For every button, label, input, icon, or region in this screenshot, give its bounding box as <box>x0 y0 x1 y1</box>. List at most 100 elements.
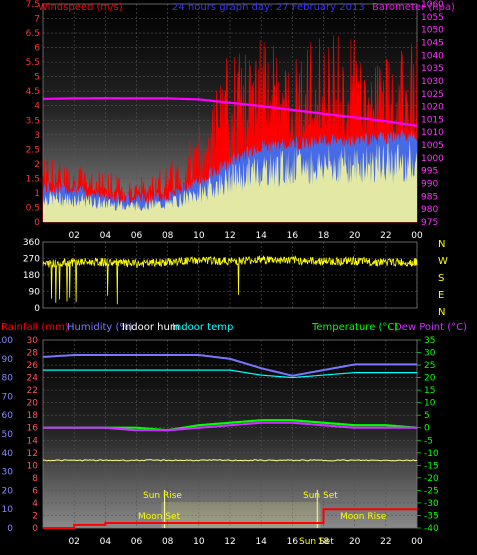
humidity-ytick: 20 <box>2 486 14 496</box>
moon-set-label: Moon Set <box>138 512 181 522</box>
wind-xtick: 20 <box>349 231 361 241</box>
wind-xtick: 22 <box>380 231 391 241</box>
indoor-hum-series <box>43 459 418 462</box>
wind-ytick-right: 1050 <box>421 26 444 36</box>
indoor-temp-series <box>43 369 417 379</box>
wind-ytick-right: 1035 <box>421 64 444 74</box>
wind-xtick: 02 <box>68 231 79 241</box>
winddir-series <box>42 255 418 305</box>
wind-ytick-right: 995 <box>421 167 438 177</box>
rain-ytick: 14 <box>27 436 39 446</box>
temperature-ytick: 30 <box>424 349 436 359</box>
temp-xtick: 14 <box>255 537 267 547</box>
wind-xtick: 14 <box>255 231 267 241</box>
temp-xtick: 22 <box>380 537 391 547</box>
dewpoint-axis-title: Dew Point (°C) <box>394 322 467 333</box>
rain-ytick: 8 <box>32 474 38 484</box>
rainfall-axis-title: Rainfall (mm) <box>1 322 69 333</box>
humidity-ytick: 90 <box>2 355 14 365</box>
wind-ytick-right: 1045 <box>421 38 444 48</box>
wind-ytick-left: 6 <box>34 44 40 54</box>
rain-ytick: 12 <box>27 449 38 459</box>
humidity-ytick: 70 <box>2 392 14 402</box>
wind-ytick-right: 975 <box>421 218 438 228</box>
humidity-ytick: 100 <box>0 336 13 346</box>
rain-ytick: 26 <box>27 361 39 371</box>
humidity-ytick: 80 <box>2 374 14 384</box>
wind-ytick-left: 1.5 <box>26 174 40 184</box>
wind-ytick-right: 990 <box>421 180 438 190</box>
temp-xtick: 04 <box>100 537 112 547</box>
windgust-series <box>43 140 417 222</box>
temperature-ytick: -15 <box>424 461 439 471</box>
temperature-ytick: 0 <box>424 424 430 434</box>
rain-ytick: 24 <box>27 374 39 384</box>
rain-ytick: 10 <box>27 461 39 471</box>
temperature-ytick: -5 <box>424 436 433 446</box>
temp-frame <box>42 339 418 529</box>
humidity-ytick: 40 <box>2 449 14 459</box>
grid-lines <box>42 3 421 529</box>
chart-title: 24 hours graph day: 27 February 2013 <box>172 2 365 13</box>
wind-ytick-right: 1055 <box>421 13 444 23</box>
temperature-ytick: 20 <box>424 374 436 384</box>
wind-ytick-left: 1 <box>34 189 40 199</box>
wind-ytick-left: 2.5 <box>26 145 40 155</box>
temperature-ytick: -35 <box>424 511 439 521</box>
temperature-ytick: 10 <box>424 399 436 409</box>
rain-ytick: 28 <box>27 349 39 359</box>
temperature-ytick: 15 <box>424 386 435 396</box>
wind-ytick-right: 1010 <box>421 128 444 138</box>
wind-ytick-left: 5 <box>34 73 40 83</box>
temperature-axis-title: Temperature (°C) <box>311 322 398 333</box>
wind-xtick: 04 <box>100 231 112 241</box>
wind-ytick-right: 1020 <box>421 103 444 113</box>
moon-rise-label: Moon Rise <box>340 512 387 522</box>
wind-ytick-left: 5.5 <box>26 58 40 68</box>
direction-frame <box>42 241 418 309</box>
rainfall-series <box>43 508 417 529</box>
temperature-ytick: -20 <box>424 474 439 484</box>
compass-n-top: N <box>438 239 445 250</box>
temperature-ytick: -25 <box>424 486 439 496</box>
sun-set-label-bottom: Sun Set <box>299 537 334 547</box>
rain-ytick: 4 <box>32 499 38 509</box>
temp-xtick: 10 <box>193 537 205 547</box>
wind-ytick-left: 4 <box>34 102 40 112</box>
wind-ytick-right: 1030 <box>421 77 444 87</box>
compass-s: S <box>438 273 444 284</box>
barometer-axis-title: Barometer (hpa) <box>372 2 455 13</box>
compass-w: W <box>438 256 448 267</box>
wind-ytick-left: 0.5 <box>26 203 40 213</box>
rain-ytick: 6 <box>32 486 38 496</box>
sun-rise-label: Sun Rise <box>143 491 182 501</box>
wind-xtick: 06 <box>131 231 143 241</box>
compass-n-bottom: N <box>438 307 445 318</box>
barometer-series <box>42 96 418 127</box>
chart-marks <box>42 35 418 529</box>
indoor-temp-title: Indoor temp <box>172 322 233 333</box>
temp-xtick: 12 <box>224 537 235 547</box>
wind-ytick-right: 985 <box>421 192 438 202</box>
wind-ytick-left: 3 <box>34 131 40 141</box>
rain-ytick: 0 <box>32 524 38 534</box>
wind-xtick: 00 <box>411 231 423 241</box>
sun-set-label: Sun Set <box>303 491 338 501</box>
axis-labels: 0 0.5 1 1.5 2 2.5 3 3.5 4 4.5 5 5.5 6 6.5 7 7.5 975 980 98… <box>0 0 444 547</box>
wind-xtick: 12 <box>224 231 235 241</box>
temp-xtick: 00 <box>411 537 423 547</box>
rain-ytick: 16 <box>27 424 39 434</box>
temperature-ytick: -10 <box>424 449 439 459</box>
wind-ytick-right: 1040 <box>421 51 444 61</box>
temperature-ytick: 5 <box>424 411 430 421</box>
wind-xtick: 10 <box>193 231 205 241</box>
wind-ytick-right: 1060 <box>421 0 444 10</box>
temp-xtick: 02 <box>68 537 79 547</box>
humidity-series <box>42 354 417 377</box>
wind-ytick-right: 980 <box>421 205 438 215</box>
compass-e: E <box>438 290 444 301</box>
temp-xtick: 08 <box>162 537 174 547</box>
wind-ytick-left: 6.5 <box>26 29 40 39</box>
wind-xtick: 16 <box>287 231 299 241</box>
